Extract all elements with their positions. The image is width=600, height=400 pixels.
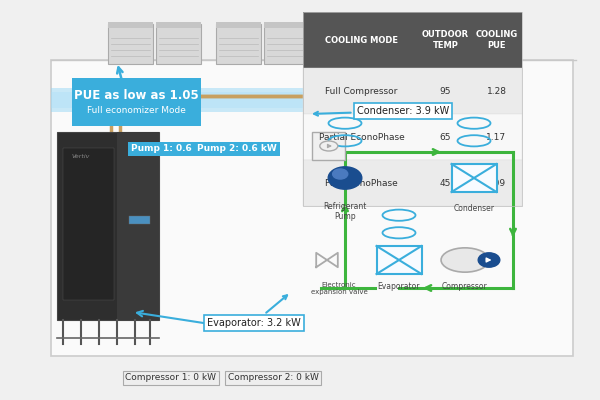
Text: Condenser: Condenser: [454, 204, 494, 213]
Bar: [303, 160, 522, 206]
Text: PUE as low as 1.05: PUE as low as 1.05: [74, 89, 199, 102]
Bar: [51, 92, 351, 108]
Text: Pump 1: 0.6 kW: Pump 1: 0.6 kW: [131, 144, 211, 153]
Text: 95: 95: [440, 86, 451, 96]
Text: Full economizer Mode: Full economizer Mode: [87, 106, 186, 115]
Text: 1.17: 1.17: [487, 132, 506, 142]
Text: 45: 45: [440, 178, 451, 188]
Bar: [117, 132, 159, 320]
Text: Compressor 1: 0 kW: Compressor 1: 0 kW: [125, 374, 217, 382]
Text: COOLING
PUE: COOLING PUE: [475, 30, 518, 50]
Text: Vertiv: Vertiv: [72, 154, 90, 158]
Text: OUTDOOR
TEMP: OUTDOOR TEMP: [422, 30, 469, 50]
Text: Refrigerant
Pump: Refrigerant Pump: [323, 202, 367, 222]
Bar: [303, 12, 522, 68]
Bar: [216, 24, 261, 64]
Bar: [156, 22, 201, 28]
Ellipse shape: [320, 141, 338, 151]
Bar: [51, 88, 351, 112]
Bar: [303, 68, 522, 114]
Text: Partial EconoPhase: Partial EconoPhase: [319, 132, 404, 142]
Bar: [303, 12, 522, 206]
Text: 1.09: 1.09: [487, 178, 506, 188]
Text: Evaporator: Evaporator: [378, 282, 420, 291]
Circle shape: [478, 253, 500, 267]
Text: COOLING MODE: COOLING MODE: [325, 36, 398, 44]
Bar: [312, 132, 345, 160]
Text: Full EconoPhase: Full EconoPhase: [325, 178, 398, 188]
Bar: [63, 148, 114, 300]
Bar: [264, 24, 309, 64]
FancyBboxPatch shape: [72, 78, 201, 126]
Text: 1.28: 1.28: [487, 86, 506, 96]
Bar: [216, 22, 261, 28]
Circle shape: [328, 167, 362, 189]
Text: Full Compressor: Full Compressor: [325, 86, 398, 96]
Text: 65: 65: [440, 132, 451, 142]
Bar: [57, 132, 159, 320]
Bar: [108, 22, 153, 28]
Bar: [51, 60, 573, 356]
Text: Evaporator: 3.2 kW: Evaporator: 3.2 kW: [207, 295, 301, 328]
Text: Pump 2: 0.6 kW: Pump 2: 0.6 kW: [197, 144, 277, 153]
Bar: [452, 164, 497, 192]
Text: Compressor: Compressor: [442, 282, 488, 291]
Bar: [129, 216, 150, 224]
Text: Electronic
expansion valve: Electronic expansion valve: [311, 282, 367, 295]
Bar: [303, 114, 522, 160]
Bar: [264, 22, 309, 28]
Circle shape: [332, 169, 348, 179]
Bar: [377, 246, 421, 274]
Bar: [108, 24, 153, 64]
Text: Condenser: 3.9 kW: Condenser: 3.9 kW: [314, 106, 449, 116]
Ellipse shape: [441, 248, 489, 272]
Bar: [156, 24, 201, 64]
Text: Compressor 2: 0 kW: Compressor 2: 0 kW: [227, 374, 319, 382]
